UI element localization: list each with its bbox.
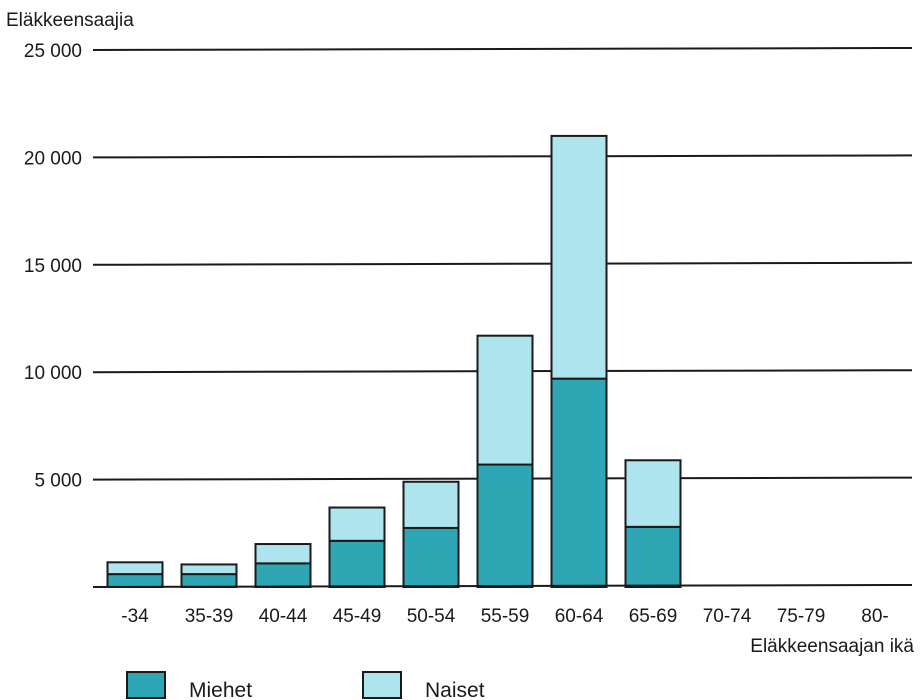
x-tick-label: 45-49: [333, 606, 382, 627]
bar-naiset: [402, 480, 460, 529]
y-tick-label: 15 000: [24, 256, 82, 277]
legend-label: Naiset: [425, 679, 485, 700]
x-tick-label: 65-69: [629, 606, 678, 627]
bar-naiset: [476, 334, 534, 466]
gridline: [92, 154, 913, 159]
bar-miehet: [550, 377, 608, 589]
x-tick-label: -34: [121, 606, 149, 627]
y-tick-label: 25 000: [24, 41, 82, 62]
legend-label: Miehet: [189, 679, 252, 700]
x-tick-label: 40-44: [259, 606, 308, 627]
y-tick-label: 10 000: [24, 363, 82, 384]
bar-naiset: [254, 543, 312, 565]
x-axis-line: [92, 584, 913, 588]
grid-lines: [92, 47, 913, 481]
bar-miehet: [402, 526, 460, 588]
x-tick-label: 55-59: [481, 606, 530, 627]
bar-naiset: [180, 563, 238, 576]
bar-miehet: [328, 539, 386, 588]
bar-naiset: [328, 506, 386, 542]
legend-swatch: [126, 671, 166, 699]
x-tick-label: 80-: [861, 606, 888, 627]
y-tick-label: 5 000: [34, 471, 82, 492]
bar-miehet: [180, 573, 238, 588]
legend: Miehet Naiset: [126, 671, 485, 700]
y-tick-labels: 5 000 10 000 15 000 20 000 25 000: [24, 41, 82, 492]
x-tick-labels: -34 35-39 40-44 45-49 50-54 55-59 60-64 65-69 70…: [121, 606, 888, 627]
bar-miehet: [106, 573, 164, 588]
bar-miehet: [254, 562, 312, 589]
bars: [106, 134, 682, 589]
bar-miehet: [476, 463, 534, 588]
bar-naiset: [624, 459, 682, 528]
gridline: [92, 47, 913, 51]
y-axis-title: Eläkkeensaajia: [6, 10, 134, 31]
gridline: [92, 261, 913, 266]
x-tick-label: 75-79: [777, 606, 826, 627]
legend-swatch: [362, 671, 402, 699]
x-tick-label: 50-54: [407, 606, 456, 627]
bar-naiset: [106, 561, 164, 576]
x-tick-label: 60-64: [555, 606, 604, 627]
x-axis-title: Eläkkeensaajan ikä: [750, 636, 914, 657]
y-tick-label: 20 000: [24, 148, 82, 169]
bar-miehet: [624, 525, 682, 589]
x-tick-label: 35-39: [185, 606, 234, 627]
bar-naiset: [550, 134, 608, 380]
x-tick-label: 70-74: [703, 606, 752, 627]
